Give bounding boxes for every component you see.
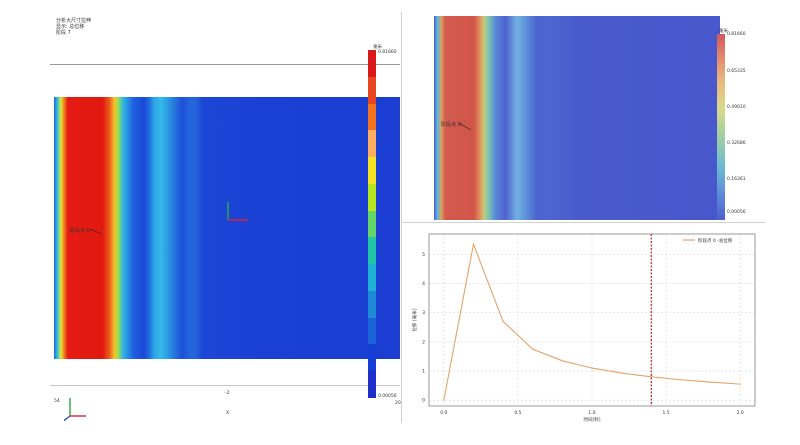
- local-axis-triad: [227, 202, 248, 221]
- colorbar-band: [368, 290, 376, 319]
- series-point: [472, 243, 475, 245]
- series-point: [443, 399, 445, 401]
- colorbar-band: [368, 344, 376, 372]
- x-tick-label: 1.0: [588, 410, 595, 416]
- right-contour-field[interactable]: [434, 16, 720, 220]
- colorbar-band: [368, 183, 376, 212]
- colorbar-band: [368, 264, 376, 292]
- left-horizontal-rule: [50, 64, 400, 65]
- right-top-viewport[interactable]: 阶段点 0: 毫米 0.81660 0.65335 0.49010 0.3268…: [405, 12, 765, 220]
- info-line-analysis: 分析大尺寸拉伸: [56, 18, 92, 24]
- series-point: [709, 381, 712, 383]
- series-point: [650, 376, 652, 378]
- series-point: [680, 379, 682, 381]
- x-tick-label: 0.0: [440, 410, 447, 416]
- colorbar-band: [368, 130, 376, 158]
- right-probe-label: 阶段点 0:: [441, 122, 463, 128]
- colorbar-band: [368, 371, 376, 399]
- left-info-block: 分析大尺寸拉伸 显示: 总位移 阶段 7: [56, 18, 91, 36]
- series-layer: [443, 242, 741, 401]
- left-colorbar-min: 0.00056: [378, 394, 397, 399]
- right-colorbar: [717, 34, 725, 220]
- viewport-divider-horizontal[interactable]: [401, 222, 765, 223]
- chart-grid: [429, 234, 755, 406]
- y-tick-label: 5: [422, 252, 425, 258]
- left-bottom-ruler: [50, 385, 400, 386]
- left-probe-label: 阶段点 0:: [70, 228, 92, 234]
- ruler-mid-label: -2: [225, 391, 230, 396]
- right-colorbar-t2: 0.49010: [727, 105, 746, 110]
- global-axis-triad-icon: [64, 398, 86, 422]
- right-probe-leader: [459, 122, 472, 131]
- series-point: [739, 383, 741, 385]
- left-viewport[interactable]: 分析大尺寸拉伸 显示: 总位移 阶段 7 阶段点 0: 54 -2 X 20 毫…: [50, 10, 401, 425]
- ruler-right-label: 20: [395, 401, 401, 406]
- left-contour-field[interactable]: [54, 97, 400, 359]
- info-line-stage: 阶段 7: [56, 30, 71, 36]
- colorbar-band: [368, 157, 376, 185]
- right-colorbar-t3: 0.32686: [727, 141, 746, 146]
- colorbar-band: [368, 317, 376, 345]
- viewport-divider-vertical[interactable]: [401, 12, 402, 423]
- x-tick-label: 0.5: [514, 410, 521, 416]
- x-axis-label: 时间[秒]: [583, 416, 600, 423]
- right-colorbar-t1: 0.65335: [727, 69, 746, 74]
- info-line-display: 显示: 总位移: [56, 24, 85, 30]
- right-colorbar-max: 0.81660: [727, 32, 746, 37]
- ruler-left-label: 54: [54, 399, 60, 404]
- right-colorbar-min: 0.00056: [727, 210, 746, 215]
- series-point: [502, 320, 504, 323]
- y-tick-label: 3: [422, 310, 425, 316]
- right-colorbar-unit: 毫米: [719, 29, 728, 34]
- series-point: [532, 348, 534, 350]
- y-tick-label: 4: [422, 281, 425, 287]
- plot-frame: [428, 233, 756, 407]
- series-point: [561, 360, 563, 362]
- x-tick-label: 1.5: [663, 410, 670, 416]
- y-tick-label: 1: [422, 369, 425, 375]
- series-point: [621, 372, 623, 374]
- colorbar-band: [368, 76, 376, 105]
- colorbar-band: [368, 103, 376, 131]
- x-tick-label: 2.0: [737, 410, 744, 416]
- y-axis-label: 位移 [毫米]: [411, 308, 418, 331]
- x-tick-labels: 0.0 0.5 1.0 1.5 2.0: [440, 410, 744, 416]
- y-tick-label: 2: [422, 339, 425, 345]
- axis-x-label: X: [226, 411, 230, 416]
- series-point: [591, 367, 593, 369]
- right-colorbar-t4: 0.16361: [727, 177, 746, 182]
- y-tick-label: 0: [422, 398, 425, 404]
- legend-label: 阶段点 0 -总位移: [698, 237, 733, 244]
- left-probe-leader: [90, 228, 103, 235]
- y-tick-labels: 0 1 2 3 4 5: [422, 252, 425, 404]
- left-colorbar-max: 0.81660: [378, 50, 397, 55]
- left-colorbar: [368, 50, 376, 399]
- colorbar-band: [368, 50, 376, 78]
- colorbar-band: [368, 237, 376, 265]
- left-colorbar-unit: 毫米: [373, 45, 382, 50]
- colorbar-band: [368, 210, 376, 238]
- chart-legend: 阶段点 0 -总位移: [683, 237, 733, 244]
